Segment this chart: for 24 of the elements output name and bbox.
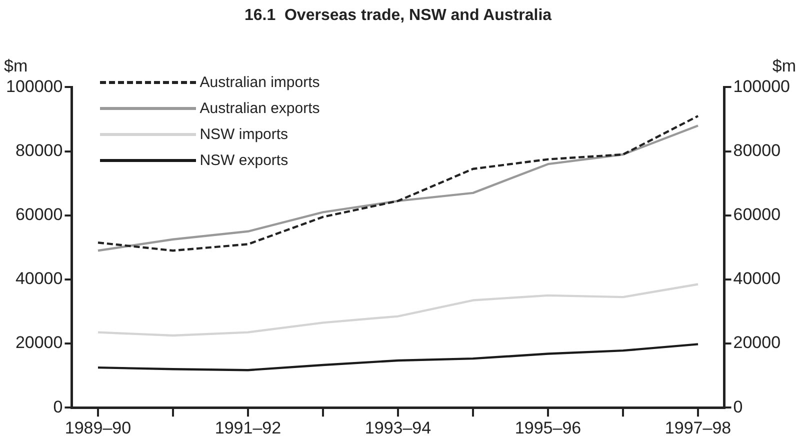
legend-label: Australian imports xyxy=(200,74,320,91)
legend-label: NSW exports xyxy=(200,152,288,169)
y2-tick-label: 100000 xyxy=(733,76,790,96)
x-tick-label: 1995–96 xyxy=(514,418,582,438)
y-tick-label: 80000 xyxy=(15,140,63,160)
y-tick-label: 60000 xyxy=(15,205,63,224)
y-axis-title: $m xyxy=(4,56,28,76)
legend-label: Australian exports xyxy=(200,100,320,117)
y2-tick-label: 40000 xyxy=(733,269,781,288)
y-tick-label: 0 xyxy=(53,397,63,416)
y2-tick-label: 60000 xyxy=(733,205,781,224)
x-tick-label: 1993–94 xyxy=(364,418,432,438)
x-tick-label: 1997–98 xyxy=(664,418,732,438)
y-tick-label: 40000 xyxy=(15,269,63,288)
x-tick-label: 1991–92 xyxy=(214,418,282,438)
chart-title: 16.1 Overseas trade, NSW and Australia xyxy=(244,7,552,24)
y2-tick-label: 80000 xyxy=(733,140,781,160)
y2-tick-label: 0 xyxy=(733,397,743,416)
y2-tick-label: 20000 xyxy=(733,333,781,352)
y-tick-label: 20000 xyxy=(15,333,63,352)
y2-axis-title: $m xyxy=(772,56,796,76)
y-tick-label: 100000 xyxy=(6,76,63,96)
x-tick-label: 1989–90 xyxy=(64,418,132,438)
legend-label: NSW imports xyxy=(200,126,288,143)
